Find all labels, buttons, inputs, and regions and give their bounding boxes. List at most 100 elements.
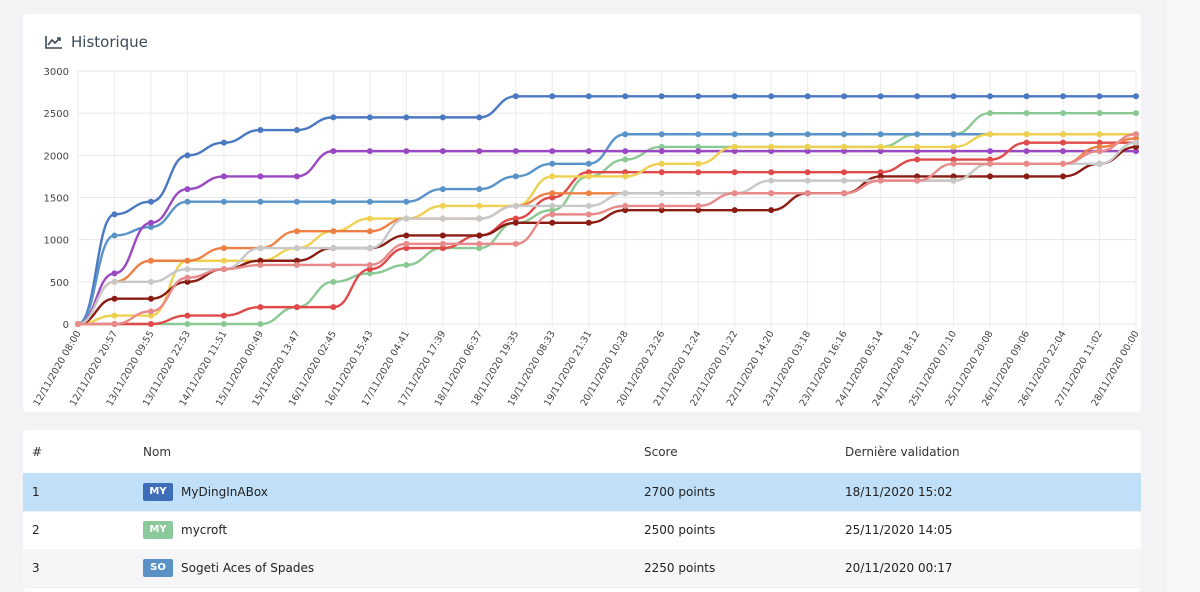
series-point bbox=[622, 173, 629, 180]
series-point bbox=[695, 169, 702, 176]
team-name[interactable]: Sogeti Aces of Spades bbox=[181, 561, 315, 575]
series-point bbox=[841, 190, 848, 197]
series-point bbox=[439, 202, 446, 209]
series-point bbox=[184, 312, 191, 319]
table-row[interactable]: 1 MY MyDingInABox 2700 points 18/11/2020… bbox=[23, 473, 1141, 512]
series-point bbox=[841, 131, 848, 138]
history-card-title: Historique bbox=[71, 33, 148, 51]
series-point bbox=[293, 198, 300, 205]
table-row[interactable]: 2 MY mycroft 2500 points 25/11/2020 14:0… bbox=[23, 511, 1141, 550]
team-name[interactable]: MyDingInABox bbox=[181, 485, 268, 499]
series-point bbox=[549, 173, 556, 180]
series-point bbox=[257, 257, 264, 264]
series-point bbox=[257, 261, 264, 268]
series-point bbox=[658, 148, 665, 155]
series-point bbox=[184, 152, 191, 159]
history-card: 0 500 1000 1500 2000 2500 3000 12/11/2020 08:00… bbox=[23, 14, 1141, 412]
series-point bbox=[184, 278, 191, 285]
series-point bbox=[293, 228, 300, 235]
series-point bbox=[439, 245, 446, 252]
series-point bbox=[877, 177, 884, 184]
series-point bbox=[622, 169, 629, 176]
series-point bbox=[1133, 135, 1139, 142]
series-point bbox=[695, 160, 702, 167]
series-point bbox=[585, 148, 592, 155]
series-point bbox=[476, 240, 483, 247]
series-point bbox=[403, 261, 410, 268]
history-card-header: Historique bbox=[45, 30, 148, 54]
series-point bbox=[841, 143, 848, 150]
y-tick-label: 1000 bbox=[44, 236, 69, 247]
series-point bbox=[950, 148, 957, 155]
series-point bbox=[841, 148, 848, 155]
series-point bbox=[622, 202, 629, 209]
series-point bbox=[366, 148, 373, 155]
series-point bbox=[877, 169, 884, 176]
team-name[interactable]: mycroft bbox=[181, 523, 228, 537]
series-point bbox=[220, 198, 227, 205]
series-point bbox=[1133, 93, 1139, 100]
series-point bbox=[695, 93, 702, 100]
series-point bbox=[330, 304, 337, 311]
series-point bbox=[950, 143, 957, 150]
series-point bbox=[658, 143, 665, 150]
table-row[interactable]: 3 SO Sogeti Aces of Spades 2250 points 2… bbox=[23, 549, 1141, 588]
series-point bbox=[804, 177, 811, 184]
series-point bbox=[914, 156, 921, 163]
series-point bbox=[439, 186, 446, 193]
series-point bbox=[950, 160, 957, 167]
series-line bbox=[78, 111, 1136, 326]
column-header-score[interactable]: Score bbox=[644, 444, 678, 459]
series-point bbox=[549, 202, 556, 209]
series-point bbox=[257, 173, 264, 180]
series-point bbox=[111, 278, 118, 285]
series-point bbox=[512, 173, 519, 180]
series-point bbox=[622, 148, 629, 155]
series-point bbox=[147, 278, 154, 285]
column-header-last-validation[interactable]: Dernière validation bbox=[845, 444, 960, 459]
series-point bbox=[257, 321, 264, 327]
series-point bbox=[622, 207, 629, 214]
series-point bbox=[111, 270, 118, 277]
column-header-rank[interactable]: # bbox=[32, 444, 43, 459]
series-point bbox=[1060, 139, 1067, 146]
series-point bbox=[585, 190, 592, 197]
series-point bbox=[147, 224, 154, 231]
series-line bbox=[77, 141, 1137, 326]
series-point bbox=[293, 261, 300, 268]
series-point bbox=[1023, 110, 1030, 117]
series-point bbox=[439, 215, 446, 222]
series-point bbox=[403, 240, 410, 247]
series-point bbox=[1023, 173, 1030, 180]
series-point bbox=[987, 93, 994, 100]
row-rank: 1 bbox=[32, 485, 40, 499]
series-point bbox=[549, 194, 556, 201]
series-point bbox=[1060, 173, 1067, 180]
series-point bbox=[476, 232, 483, 239]
series-point bbox=[768, 131, 775, 138]
series-point bbox=[184, 266, 191, 273]
series-point bbox=[330, 261, 337, 268]
series-point bbox=[439, 240, 446, 247]
series-point bbox=[695, 143, 702, 150]
series-point bbox=[585, 169, 592, 176]
column-header-name[interactable]: Nom bbox=[143, 444, 172, 459]
series-point bbox=[1060, 131, 1067, 138]
series-point bbox=[257, 245, 264, 252]
series-point bbox=[184, 274, 191, 281]
series-point bbox=[731, 190, 738, 197]
series-point bbox=[731, 169, 738, 176]
series-point bbox=[476, 148, 483, 155]
series-point bbox=[111, 211, 118, 218]
series-point bbox=[366, 198, 373, 205]
series-point bbox=[293, 127, 300, 134]
series-point bbox=[658, 169, 665, 176]
series-point bbox=[220, 139, 227, 146]
series-point bbox=[1133, 143, 1139, 150]
series-point bbox=[1023, 160, 1030, 167]
series-point bbox=[184, 198, 191, 205]
series-point bbox=[330, 114, 337, 121]
series-point bbox=[585, 93, 592, 100]
series-point bbox=[1096, 143, 1103, 150]
